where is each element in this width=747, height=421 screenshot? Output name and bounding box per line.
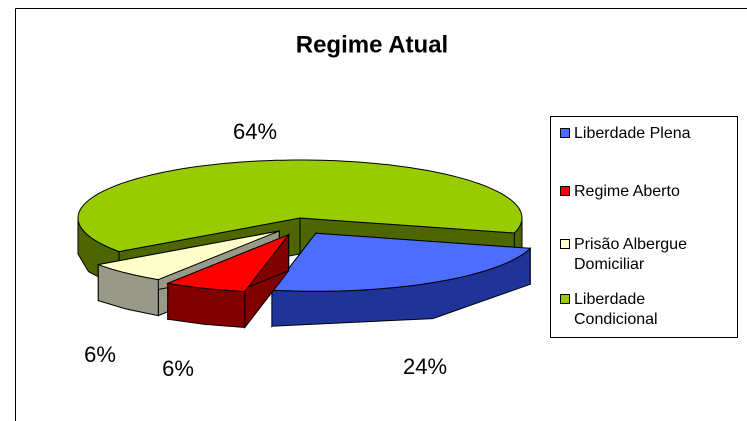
data-label: 6% bbox=[162, 356, 194, 381]
chart-title: Regime Atual bbox=[296, 31, 448, 58]
data-label: 64% bbox=[233, 119, 277, 144]
legend-label: Liberdade Condicional bbox=[574, 291, 658, 328]
legend-swatch bbox=[560, 294, 570, 304]
legend-swatch bbox=[560, 186, 570, 196]
legend: Liberdade Plena Regime Aberto Prisão Alber… bbox=[550, 116, 738, 338]
data-label: 24% bbox=[403, 354, 447, 379]
slice bbox=[77, 159, 523, 253]
legend-swatch bbox=[560, 128, 570, 138]
slice bbox=[96, 230, 280, 281]
legend-swatch bbox=[560, 239, 570, 249]
legend-label: Prisão Albergue Domiciliar bbox=[574, 236, 687, 273]
data-label: 6% bbox=[84, 342, 116, 367]
slice bbox=[270, 232, 532, 292]
slice bbox=[165, 233, 291, 293]
legend-label: Regime Aberto bbox=[574, 183, 680, 200]
legend-label: Liberdade Plena bbox=[574, 125, 691, 142]
